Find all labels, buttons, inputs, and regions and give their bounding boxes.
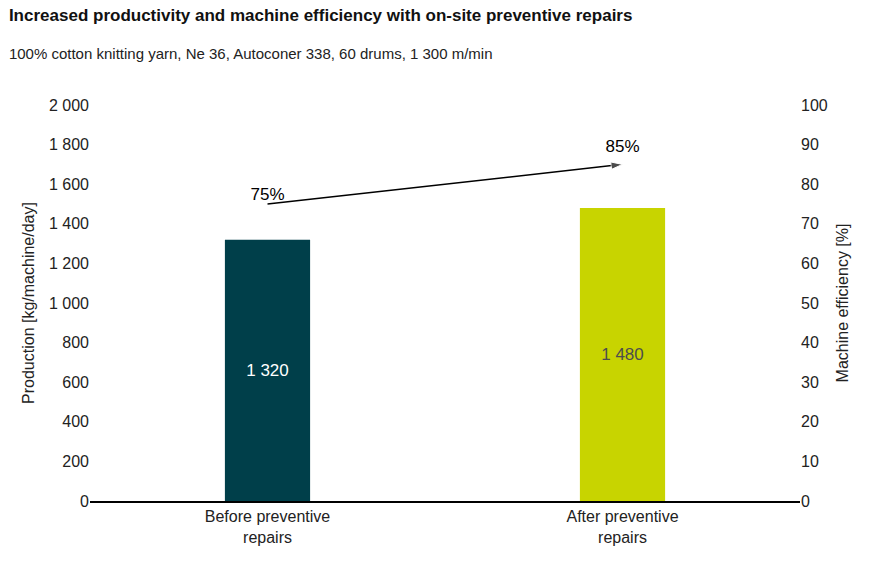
svg-text:75%: 75% bbox=[250, 185, 284, 204]
svg-text:Production [kg/machine/day]: Production [kg/machine/day] bbox=[20, 202, 37, 404]
svg-text:50: 50 bbox=[801, 295, 819, 312]
svg-text:200: 200 bbox=[62, 453, 89, 470]
svg-text:0: 0 bbox=[80, 493, 89, 510]
svg-text:100: 100 bbox=[801, 97, 828, 114]
svg-text:85%: 85% bbox=[605, 137, 639, 156]
svg-text:70: 70 bbox=[801, 215, 819, 232]
svg-text:Before preventiverepairs: Before preventiverepairs bbox=[205, 508, 331, 546]
svg-text:30: 30 bbox=[801, 374, 819, 391]
svg-text:After preventiverepairs: After preventiverepairs bbox=[566, 508, 678, 546]
svg-text:1 400: 1 400 bbox=[49, 215, 89, 232]
svg-text:40: 40 bbox=[801, 334, 819, 351]
svg-text:20: 20 bbox=[801, 413, 819, 430]
svg-text:0: 0 bbox=[801, 493, 810, 510]
svg-text:1 600: 1 600 bbox=[49, 176, 89, 193]
svg-text:Increased productivity and mac: Increased productivity and machine effic… bbox=[9, 6, 633, 25]
svg-text:Machine efficiency [%]: Machine efficiency [%] bbox=[834, 224, 851, 383]
svg-text:1 200: 1 200 bbox=[49, 255, 89, 272]
svg-text:800: 800 bbox=[62, 334, 89, 351]
svg-text:60: 60 bbox=[801, 255, 819, 272]
svg-text:10: 10 bbox=[801, 453, 819, 470]
svg-text:100% cotton knitting yarn, Ne: 100% cotton knitting yarn, Ne 36, Autoco… bbox=[9, 45, 493, 62]
svg-text:90: 90 bbox=[801, 136, 819, 153]
svg-text:1 800: 1 800 bbox=[49, 136, 89, 153]
svg-text:2 000: 2 000 bbox=[49, 97, 89, 114]
svg-text:1 480: 1 480 bbox=[601, 345, 644, 364]
svg-text:1 320: 1 320 bbox=[246, 361, 289, 380]
svg-text:1 000: 1 000 bbox=[49, 295, 89, 312]
svg-text:80: 80 bbox=[801, 176, 819, 193]
svg-text:400: 400 bbox=[62, 413, 89, 430]
svg-text:600: 600 bbox=[62, 374, 89, 391]
